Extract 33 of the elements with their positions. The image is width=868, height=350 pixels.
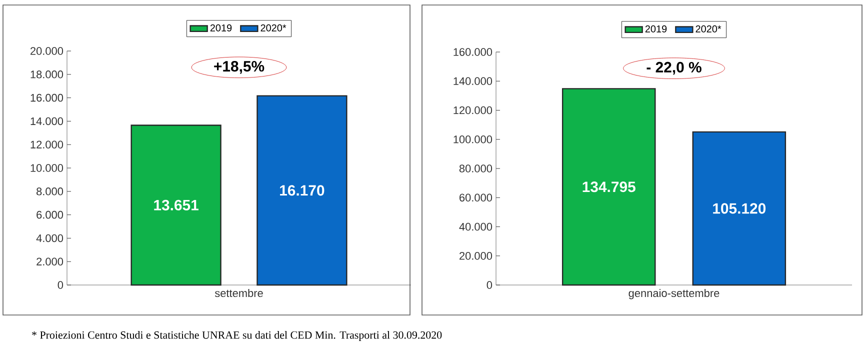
- y-tick-label: 160.000: [454, 48, 492, 56]
- y-tick-label: 6.000: [36, 210, 64, 219]
- y-tick-label: 12.000: [30, 140, 64, 148]
- y-tick-label: 10.000: [30, 164, 64, 172]
- y-tick-label: 0: [58, 281, 64, 289]
- y-tick-label: 140.000: [454, 77, 492, 86]
- y-tick-label: 120.000: [454, 106, 492, 114]
- y-tick-label: 4.000: [36, 234, 64, 242]
- text: * Proiezioni Centro Studi e Statistiche UNRAE su dati del CED Min. Trasporti al 30.09.2020: [32, 331, 442, 341]
- data-label: 134.795: [582, 182, 636, 192]
- y-tick-label: 18.000: [30, 70, 64, 78]
- legend-label: 2020*: [260, 24, 286, 32]
- annotation: - 22,0 %: [646, 62, 702, 75]
- data-label: 13.651: [154, 200, 198, 210]
- y-tick-label: 80.000: [459, 164, 492, 172]
- y-tick-label: 20.000: [30, 47, 64, 55]
- x-tick-label: settembre: [214, 289, 263, 298]
- data-label: 105.120: [713, 203, 766, 214]
- legend-label: 2019: [645, 25, 667, 32]
- legend-label: 2020*: [696, 25, 722, 32]
- y-tick-label: 14.000: [30, 117, 64, 126]
- y-tick-label: 40.000: [459, 222, 492, 231]
- y-tick-label: 16.000: [30, 94, 64, 102]
- data-label: 16.170: [280, 185, 324, 196]
- y-tick-label: 20.000: [460, 252, 492, 260]
- y-tick-label: 60.000: [460, 194, 492, 202]
- annotation: +18,5%: [214, 61, 264, 74]
- legend-label: 2019: [210, 24, 232, 32]
- y-tick-label: 8.000: [36, 188, 64, 196]
- y-tick-label: 100.000: [454, 136, 492, 144]
- y-tick-label: 2.000: [36, 258, 64, 266]
- y-tick-label: 0: [486, 281, 492, 289]
- x-tick-label: gennaio-settembre: [628, 289, 720, 300]
